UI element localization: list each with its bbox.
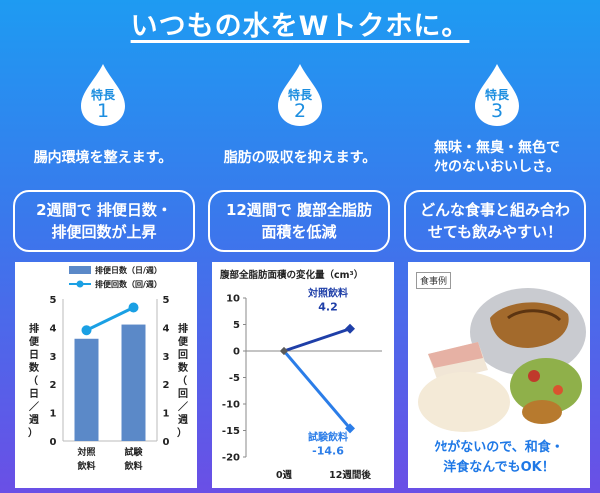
salad — [510, 358, 582, 414]
y-tick-left: 1 — [50, 409, 57, 420]
series-line — [283, 327, 351, 353]
feature-text: 脂肪の吸収を抑えます。 — [223, 149, 377, 166]
legend-line-label: 排便回数（回/週） — [95, 279, 162, 289]
legend-bar-swatch — [69, 266, 91, 274]
y-tick-label: 0 — [233, 347, 240, 358]
line-point — [81, 325, 92, 336]
line-point — [345, 423, 355, 434]
y-tick-right: 5 — [163, 295, 170, 306]
chart-title: 腹部全脂肪面積の変化量（cm³） — [219, 269, 363, 281]
feature-2: 特長 2 脂肪の吸収を抑えます。 — [205, 62, 395, 178]
bowel-chart-panel: 排便日数（日/週） 排便回数（回/週） 0 0 1 1 2 2 3 3 4 4 5 5 対照飲料 試験飲… — [15, 262, 197, 488]
box-line: 12週間で 腹部全脂肪 — [225, 201, 373, 219]
y-tick-label: -15 — [222, 426, 240, 437]
feature-box-3: どんな食事と組み合わ せても飲みやすい！ — [404, 190, 586, 252]
box-line: 2週間で 排便日数・ — [36, 201, 172, 219]
y-axis-title-left: 排便日数（日／週） — [28, 322, 40, 439]
drop-icon: 特長 3 — [471, 62, 523, 128]
meal-example-tag: 食事例 — [416, 272, 452, 289]
feature-text-line: ｸｾのないおいしさ。 — [434, 159, 560, 175]
caption-line: ｸｾがないので、和食・ — [434, 440, 564, 455]
fat-chart-panel: 腹部全脂肪面積の変化量（cm³） 10 5 0 -5 -10 -15 -20 0週 12週間後… — [212, 262, 394, 488]
y-tick-right: 3 — [163, 352, 170, 363]
feature-number: 3 — [490, 100, 504, 122]
feature-tag: 特長 — [90, 88, 115, 102]
feature-1: 特長 1 腸内環境を整えます。 — [8, 62, 198, 178]
feature-text: 無味・無臭・無色で ｸｾのないおいしさ。 — [402, 138, 592, 178]
y-tick-label: 10 — [226, 294, 240, 305]
bread-plate — [418, 372, 510, 432]
y-tick-left: 4 — [50, 323, 57, 334]
y-tick-right: 2 — [163, 380, 170, 391]
feature-text: 腸内環境を整えます。 — [33, 149, 173, 166]
y-tick-label: 5 — [233, 320, 240, 331]
x-tick-label: 飲料 — [76, 460, 95, 472]
x-tick-label: 12週間後 — [329, 469, 371, 481]
bar — [74, 338, 99, 441]
feature-box-2: 12週間で 腹部全脂肪 面積を低減 — [208, 190, 390, 252]
fat-chart: 腹部全脂肪面積の変化量（cm³） 10 5 0 -5 -10 -15 -20 0週 12週間後… — [219, 269, 382, 481]
feature-box-1: 2週間で 排便日数・ 排便回数が上昇 — [13, 190, 195, 252]
croquette — [522, 400, 562, 424]
feature-number: 1 — [96, 100, 110, 122]
bar — [121, 324, 146, 441]
food-photo — [418, 288, 586, 432]
sandwich-filling — [428, 342, 483, 368]
meal-caption: ｸｾがないので、和食・ 洋食なんでもOK！ — [408, 438, 590, 478]
y-tick-right: 4 — [163, 323, 170, 334]
drop-icon: 特長 2 — [274, 62, 326, 128]
legend-bar-label: 排便日数（日/週） — [95, 265, 162, 275]
feature-number: 2 — [293, 100, 307, 122]
x-tick-label: 飲料 — [123, 460, 142, 472]
box-line: どんな食事と組み合わ — [419, 201, 570, 219]
feature-tag: 特長 — [484, 88, 509, 102]
series-line — [282, 350, 352, 430]
feature-text-line: 無味・無臭・無色で — [434, 140, 560, 156]
series-name-label: 対照飲料 — [307, 287, 348, 300]
drop-icon: 特長 1 — [77, 62, 129, 128]
box-line: せても飲みやすい！ — [427, 223, 563, 241]
series-line — [85, 306, 135, 332]
y-tick-right: 0 — [163, 437, 170, 448]
feature-3: 特長 3 無味・無臭・無色で ｸｾのないおいしさ。 — [402, 62, 592, 178]
y-tick-label: -10 — [222, 400, 240, 411]
y-tick-right: 1 — [163, 409, 170, 420]
y-tick-left: 3 — [50, 352, 57, 363]
y-tick-left: 5 — [50, 295, 57, 306]
series-name-label: 試験飲料 — [308, 430, 348, 443]
box-line: 排便回数が上昇 — [51, 223, 157, 241]
y-tick-left: 0 — [50, 437, 57, 448]
tomato — [553, 385, 563, 395]
y-axis-title-right: 排便回数（回／週） — [177, 322, 189, 439]
series-value-label: 4.2 — [318, 301, 338, 314]
y-tick-label: -5 — [229, 373, 240, 384]
legend-line-marker — [76, 280, 84, 288]
line-point — [128, 302, 139, 313]
caption-line: 洋食なんでもOK！ — [443, 460, 555, 475]
tomato — [528, 370, 540, 382]
x-tick-label: 試験 — [124, 446, 143, 458]
x-tick-label: 0週 — [276, 469, 293, 481]
y-tick-left: 2 — [50, 380, 57, 391]
line-point — [280, 347, 288, 355]
series-value-label: -14.6 — [312, 444, 344, 457]
feature-tag: 特長 — [287, 88, 312, 102]
fish-sauce — [507, 309, 562, 322]
meal-example-panel: 食事例 ｸｾがないので、和食・ 洋食なんでもOK！ — [408, 262, 590, 488]
line-point — [345, 323, 355, 334]
bowel-chart: 排便日数（日/週） 排便回数（回/週） 0 0 1 1 2 2 3 3 4 4 5 5 対照飲料 試験飲… — [28, 265, 189, 472]
x-tick-label: 対照 — [76, 446, 95, 458]
box-line: 面積を低減 — [261, 223, 337, 241]
y-tick-label: -20 — [222, 453, 240, 464]
page-title: いつもの水をWトクホに。 — [130, 11, 470, 42]
